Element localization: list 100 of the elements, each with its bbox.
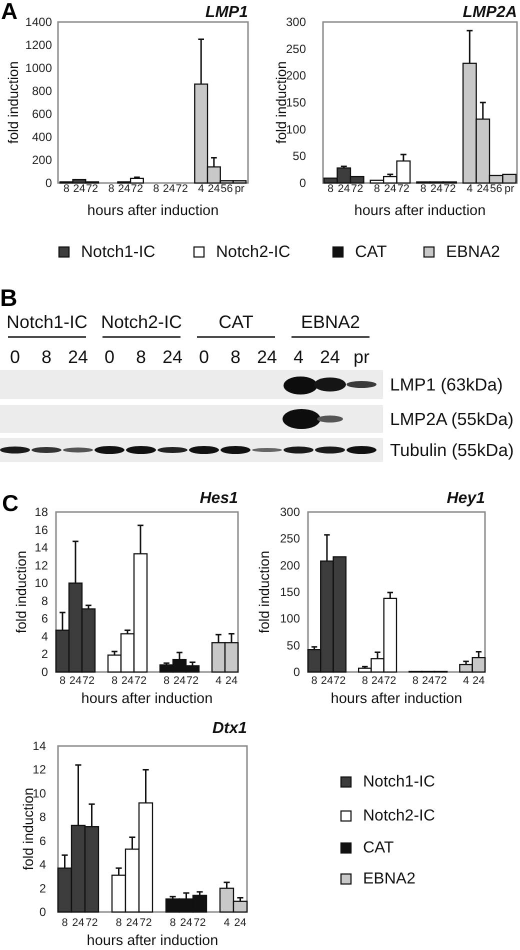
- x-tick-label: 24: [126, 917, 138, 929]
- x-tick-label: 24: [162, 183, 176, 195]
- x-tick-label: 72: [134, 675, 147, 687]
- x-tick-label: 24: [384, 183, 396, 195]
- x-tick-label: 72: [82, 675, 95, 687]
- y-tick-label: 150: [286, 96, 306, 110]
- y-tick-label: 6: [41, 612, 48, 626]
- x-tick-label: 24: [472, 675, 485, 687]
- y-tick-label: 100: [286, 122, 306, 136]
- y-tick-label: 0: [41, 665, 48, 679]
- x-tick-label: 8: [111, 675, 118, 687]
- x-tick-label: 8: [116, 917, 122, 929]
- legend-label: Notch2-IC: [363, 808, 436, 824]
- y-tick-label: 12: [32, 762, 46, 777]
- y-tick-label: 100: [280, 612, 300, 626]
- x-tick-label: pr: [504, 183, 515, 195]
- x-tick-label: 24: [69, 675, 82, 687]
- x-tick-label: 72: [384, 675, 396, 687]
- y-tick-label: 50: [286, 638, 300, 652]
- x-tick-label: 8: [328, 183, 334, 195]
- y-tick-label: 250: [280, 532, 300, 546]
- y-tick-label: 14: [32, 739, 46, 753]
- x-tick-label: 24: [422, 675, 434, 687]
- x-tick-label: 4: [224, 917, 230, 929]
- chart-title: Hey1: [446, 490, 486, 507]
- category-label: 24: [320, 347, 340, 367]
- y-tick-label: 200: [32, 153, 52, 167]
- text: A: [1, 0, 18, 24]
- x-tick-label: 72: [176, 183, 188, 195]
- x-tick-label: 8: [63, 183, 70, 195]
- legend-label: EBNA2: [363, 870, 416, 888]
- y-tick-label: 4: [41, 629, 48, 644]
- chart-title: LMP1: [205, 4, 248, 21]
- x-tick-label: 24: [73, 183, 86, 195]
- text: LMP2A (55kDa): [390, 409, 514, 429]
- y-tick-label: 300: [286, 15, 306, 29]
- y-tick-label: 300: [280, 505, 300, 519]
- legend-label: Notch2-IC: [216, 243, 290, 261]
- category-label: 0: [104, 347, 115, 367]
- x-tick-label: 72: [194, 917, 206, 929]
- category-label: 8: [230, 347, 241, 367]
- y-tick-label: 0: [293, 665, 300, 679]
- category-label: pr: [353, 347, 370, 367]
- x-axis-title: hours after induction: [354, 203, 486, 219]
- x-tick-label: 24: [234, 917, 246, 929]
- chart-title: LMP2A: [462, 4, 517, 21]
- y-tick-label: 200: [286, 68, 306, 83]
- x-tick-label: 24: [476, 183, 490, 195]
- x-tick-label: 72: [397, 183, 410, 195]
- text: Notch2-IC: [100, 312, 182, 332]
- x-tick-label: 24: [180, 917, 192, 929]
- x-axis-title: hours after induction: [86, 933, 218, 949]
- text: CAT: [218, 312, 254, 332]
- x-tick-label: pr: [234, 183, 245, 195]
- legend-label: CAT: [355, 243, 387, 261]
- y-axis-title: fold induction: [13, 550, 29, 634]
- y-tick-label: 2: [39, 881, 46, 896]
- y-axis-title: fold induction: [256, 550, 272, 634]
- x-tick-label: 8: [362, 675, 368, 687]
- y-tick-label: 600: [32, 107, 52, 121]
- x-tick-label: 8: [163, 675, 170, 687]
- x-tick-label: 72: [333, 675, 346, 687]
- x-tick-label: 8: [420, 183, 426, 195]
- x-tick-label: 24: [225, 675, 238, 687]
- x-tick-label: 72: [444, 183, 456, 195]
- chart-title: Hes1: [200, 490, 238, 507]
- x-tick-label: 4: [198, 183, 204, 195]
- category-label: 0: [198, 347, 210, 367]
- y-tick-label: 16: [34, 522, 48, 537]
- text: LMP1 (63kDa): [390, 374, 503, 394]
- x-tick-label: 72: [434, 675, 447, 687]
- x-tick-label: 24: [430, 183, 443, 195]
- legend-label: CAT: [363, 840, 394, 856]
- legend-label: Notch1-IC: [363, 774, 436, 790]
- y-tick-label: 8: [39, 810, 46, 824]
- category-label: 24: [68, 347, 88, 367]
- legend-label: Notch1-IC: [81, 243, 156, 261]
- y-tick-label: 50: [292, 149, 306, 164]
- y-tick-label: 0: [39, 905, 46, 919]
- text: Tubulin (55kDa): [390, 440, 514, 460]
- x-tick-label: 24: [118, 183, 130, 195]
- x-tick-label: 72: [186, 675, 199, 687]
- x-axis-title: hours after induction: [330, 691, 462, 707]
- x-tick-label: 72: [86, 917, 98, 929]
- y-tick-label: 10: [32, 786, 46, 800]
- x-tick-label: 8: [108, 183, 114, 195]
- text: C: [2, 490, 19, 516]
- x-axis-title: hours after induction: [81, 691, 213, 707]
- x-tick-label: 72: [140, 917, 152, 929]
- chart-title: Dtx1: [212, 720, 248, 737]
- y-tick-label: 200: [280, 558, 300, 572]
- category-label: 24: [256, 347, 278, 367]
- x-tick-label: 72: [350, 183, 364, 195]
- category-label: 0: [10, 347, 20, 367]
- y-tick-label: 14: [34, 540, 48, 555]
- y-tick-label: 0: [45, 176, 52, 190]
- x-axis-title: hours after induction: [87, 203, 219, 219]
- y-tick-label: 250: [286, 42, 306, 56]
- y-tick-label: 4: [39, 858, 46, 872]
- y-tick-label: 400: [32, 130, 52, 144]
